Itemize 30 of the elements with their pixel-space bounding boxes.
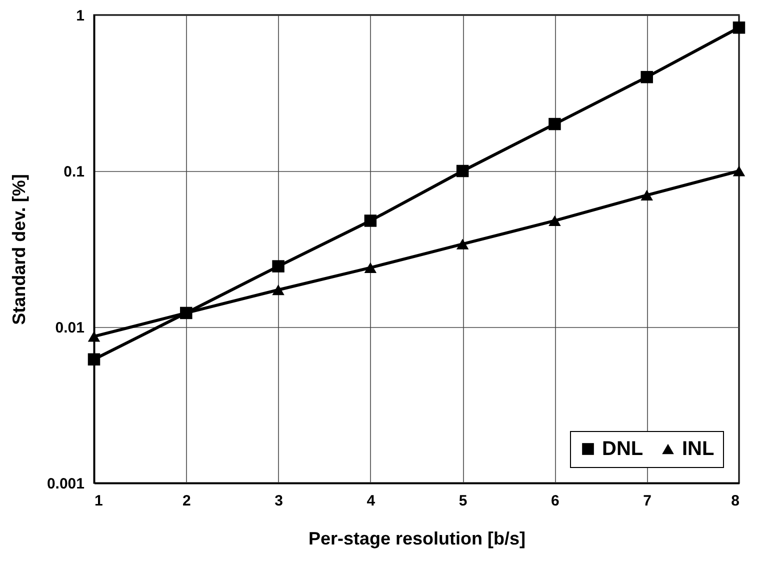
y-tick-label: 0.001 bbox=[46, 476, 84, 492]
point bbox=[548, 118, 561, 130]
legend-label: INL bbox=[682, 438, 714, 460]
y-tick-label: 0.01 bbox=[55, 320, 84, 336]
y-tick-label: 1 bbox=[76, 8, 84, 24]
legend-label: DNL bbox=[602, 438, 644, 460]
y-tick-label: 0.1 bbox=[64, 164, 84, 180]
point bbox=[88, 331, 100, 342]
x-tick-label: 8 bbox=[731, 492, 740, 510]
point bbox=[732, 22, 746, 34]
x-tick-label: 6 bbox=[551, 492, 560, 510]
point bbox=[88, 353, 100, 366]
x-tick-label: 4 bbox=[366, 492, 376, 510]
point bbox=[272, 284, 284, 296]
point bbox=[640, 190, 653, 200]
point bbox=[456, 164, 469, 178]
x-tick-label: 1 bbox=[94, 492, 103, 510]
y-axis-title: Standard dev. [%] bbox=[8, 174, 29, 325]
point bbox=[364, 262, 377, 273]
x-tick-label: 2 bbox=[182, 492, 191, 510]
x-tick-label: 7 bbox=[643, 492, 652, 510]
point bbox=[456, 238, 469, 250]
point bbox=[364, 214, 377, 227]
point bbox=[732, 166, 746, 176]
point bbox=[272, 260, 284, 272]
point bbox=[640, 70, 653, 84]
point bbox=[548, 215, 561, 226]
x-tick-label: 5 bbox=[458, 492, 468, 510]
x-tick-label: 3 bbox=[274, 492, 283, 510]
x-axis-title: Per-stage resolution [b/s] bbox=[308, 528, 526, 548]
